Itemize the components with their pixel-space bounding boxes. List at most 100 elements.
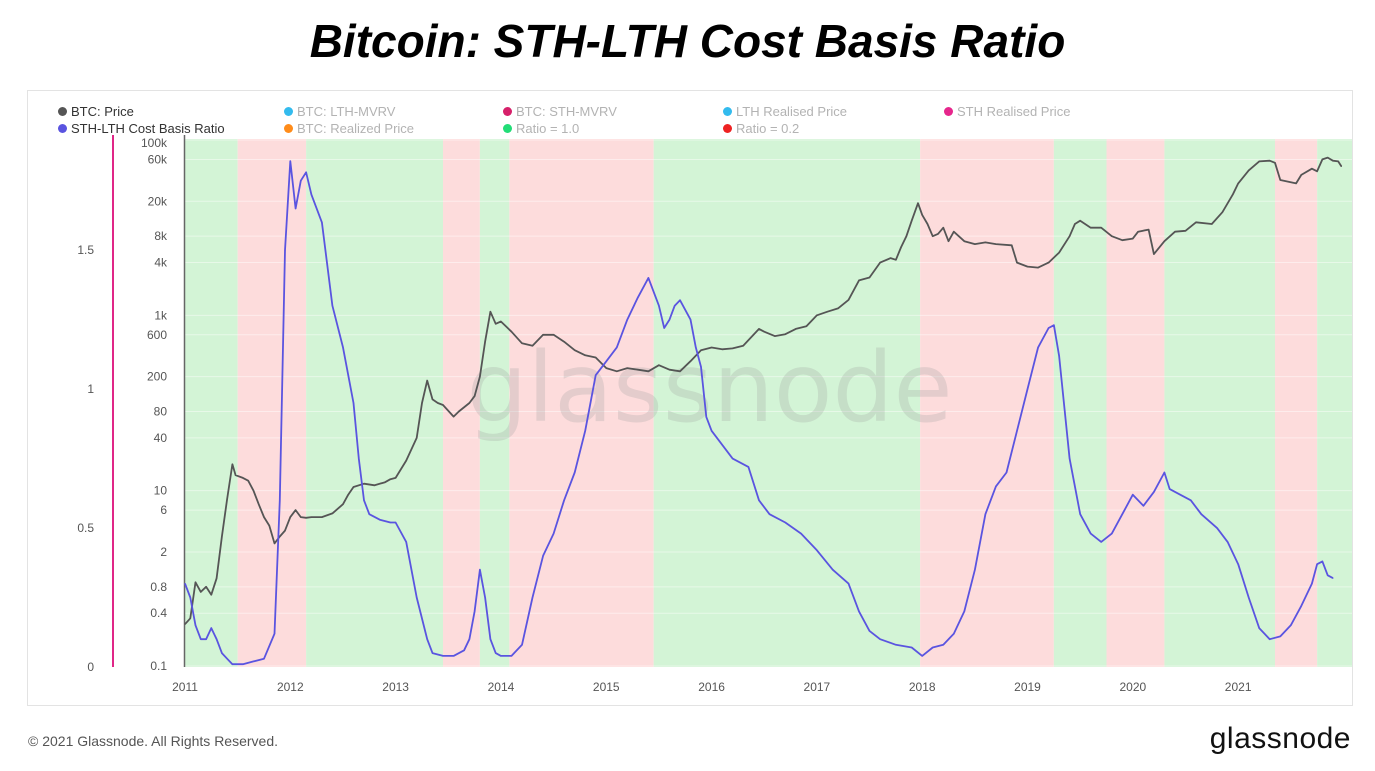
data-point [647, 370, 650, 372]
data-point [542, 555, 544, 557]
data-point [474, 610, 476, 613]
data-point [368, 513, 370, 515]
data-point [1111, 533, 1113, 535]
data-point [510, 655, 513, 657]
price-axis-tick-label: 1k [154, 308, 168, 322]
region-band-green [479, 139, 510, 667]
data-point [495, 323, 497, 325]
legend-dot-icon [58, 124, 67, 133]
data-point [342, 503, 344, 505]
x-axis-tick-label: 2018 [909, 680, 936, 694]
data-point [1237, 182, 1239, 184]
data-point [616, 346, 618, 348]
data-point [637, 369, 639, 371]
data-point [1321, 560, 1323, 562]
data-point [431, 398, 434, 400]
data-point [858, 610, 860, 613]
data-point [700, 366, 702, 368]
data-point [574, 349, 576, 351]
data-point [847, 583, 850, 585]
x-axis-tick-label: 2017 [804, 680, 831, 694]
data-point [721, 444, 723, 446]
data-point [521, 644, 523, 646]
data-point [426, 638, 428, 640]
legend-item-sth-realised-price[interactable]: STH Realised Price [944, 104, 1070, 119]
data-point [235, 474, 237, 476]
data-point [395, 477, 397, 479]
data-point [1316, 563, 1318, 565]
copyright-notice: © 2021 Glassnode. All Rights Reserved. [28, 733, 279, 749]
price-axis-tick-label: 10 [154, 484, 168, 498]
legend-dot-icon [723, 124, 732, 133]
data-point [584, 354, 586, 356]
data-point [668, 319, 671, 321]
data-point [1248, 596, 1250, 599]
data-point [531, 596, 534, 599]
legend-label: Ratio = 1.0 [516, 121, 580, 136]
price-axis-tick-label: 60k [148, 152, 168, 166]
price-axis-ticks: 0.1 0.4 0.8 2 6 10 40 80 200 600 1k 4k 8k 20k 60k 100k [141, 136, 168, 673]
data-point [1069, 458, 1071, 460]
legend-item-ratio-1-0[interactable]: Ratio = 1.0 [503, 121, 579, 136]
data-point [1179, 494, 1181, 496]
legend-label: BTC: STH-MVRV [516, 104, 617, 119]
data-point [1258, 160, 1260, 162]
data-point [310, 516, 312, 518]
legend-item-lth-realised-price[interactable]: LTH Realised Price [723, 104, 847, 119]
data-point [895, 259, 897, 261]
data-point [300, 180, 302, 182]
data-point [1121, 239, 1123, 241]
data-point [358, 458, 360, 460]
data-point [689, 360, 692, 362]
data-point [374, 484, 376, 486]
data-point [774, 335, 776, 337]
region-band-green [1164, 139, 1276, 667]
region-band-red [237, 139, 307, 667]
data-point [868, 630, 871, 632]
series-sth-lth-cost-basis-ratio [184, 160, 1334, 666]
legend-item-btc-realized-price[interactable]: BTC: Realized Price [284, 121, 414, 136]
data-point [758, 499, 760, 501]
x-axis-tick-label: 2014 [488, 680, 515, 694]
legend-item-btc-lth-mvrv[interactable]: BTC: LTH-MVRV [284, 104, 395, 119]
data-point [1184, 230, 1187, 232]
price-axis-tick-label: 8k [154, 229, 168, 243]
data-point [626, 319, 628, 321]
legend-item-btc-sth-mvrv[interactable]: BTC: STH-MVRV [503, 104, 617, 119]
data-point [453, 655, 455, 657]
data-point [763, 331, 765, 333]
price-axis-tick-label: 200 [147, 370, 167, 384]
data-point [784, 333, 786, 335]
price-axis-tick-label: 2 [160, 545, 167, 559]
data-point [574, 471, 576, 474]
data-point [289, 516, 291, 518]
data-point [468, 638, 470, 640]
data-point [405, 460, 407, 462]
legend-label: STH-LTH Cost Basis Ratio [71, 121, 225, 136]
data-point [363, 499, 365, 501]
data-point [263, 516, 265, 518]
data-point [768, 513, 771, 515]
legend-dot-icon [58, 107, 67, 116]
data-point [1090, 533, 1092, 535]
data-point [805, 325, 808, 327]
x-axis-tick-label: 2020 [1119, 680, 1146, 694]
data-point [1332, 577, 1334, 579]
data-point [605, 360, 607, 362]
data-point [1327, 574, 1329, 576]
data-point [758, 328, 760, 330]
legend-item-sth-lth-cost-basis-ratio[interactable]: STH-LTH Cost Basis Ratio [58, 121, 225, 136]
legend-item-ratio-0-2[interactable]: Ratio = 0.2 [723, 121, 799, 136]
glassnode-logo: glassnode [1209, 722, 1351, 755]
data-point [1153, 253, 1155, 255]
price-axis-tick-label: 4k [154, 256, 168, 270]
data-point [663, 327, 665, 329]
data-point [474, 395, 476, 397]
data-point [1148, 229, 1150, 231]
data-point [1340, 165, 1342, 167]
data-point [1016, 430, 1018, 432]
data-point [942, 644, 944, 646]
data-point [932, 235, 934, 237]
region-band-red [509, 139, 654, 667]
legend-item-btc-price[interactable]: BTC: Price [58, 104, 134, 119]
